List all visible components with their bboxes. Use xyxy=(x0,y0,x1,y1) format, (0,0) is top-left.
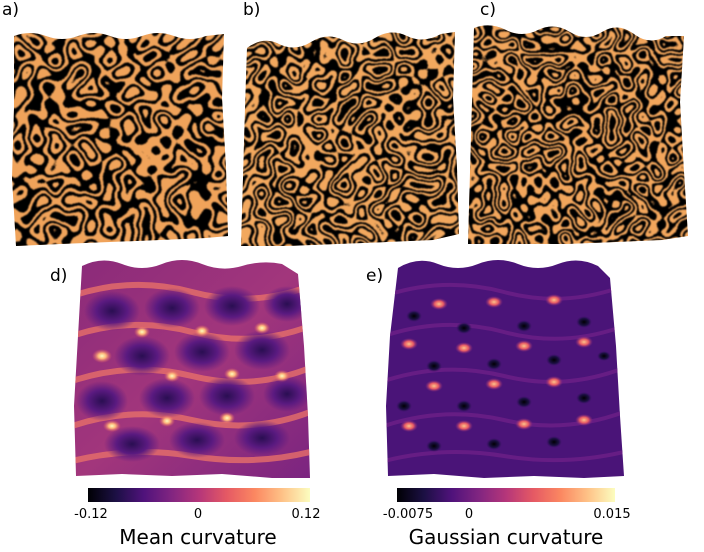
gaussian-curvature-tick-max: 0.015 xyxy=(593,507,631,522)
mean-curvature-tick-min: -0.12 xyxy=(74,507,108,522)
mean-curvature-title: Mean curvature xyxy=(119,525,277,549)
gaussian-curvature-title: Gaussian curvature xyxy=(408,525,604,549)
mean-curvature-colorbar xyxy=(88,488,310,502)
mean-curvature-surface xyxy=(72,256,310,484)
mean-curvature-tick-zero: 0 xyxy=(193,507,203,522)
gaussian-curvature-tick-min: -0.0075 xyxy=(382,507,434,522)
panel-label-b: b) xyxy=(243,0,261,20)
panel-label-c: c) xyxy=(480,0,496,20)
stripe-pattern-panel-b xyxy=(237,28,463,250)
stripe-pattern-panel-c xyxy=(466,22,694,248)
panel-label-e: e) xyxy=(366,266,384,286)
panel-label-d: d) xyxy=(50,266,68,286)
panel-label-a: a) xyxy=(2,0,20,20)
stripe-pattern-panel-a xyxy=(10,28,232,250)
gaussian-curvature-surface xyxy=(384,256,624,484)
gaussian-curvature-colorbar xyxy=(397,488,615,502)
mean-curvature-tick-max: 0.12 xyxy=(291,507,321,522)
gaussian-curvature-tick-zero: 0 xyxy=(464,507,474,522)
